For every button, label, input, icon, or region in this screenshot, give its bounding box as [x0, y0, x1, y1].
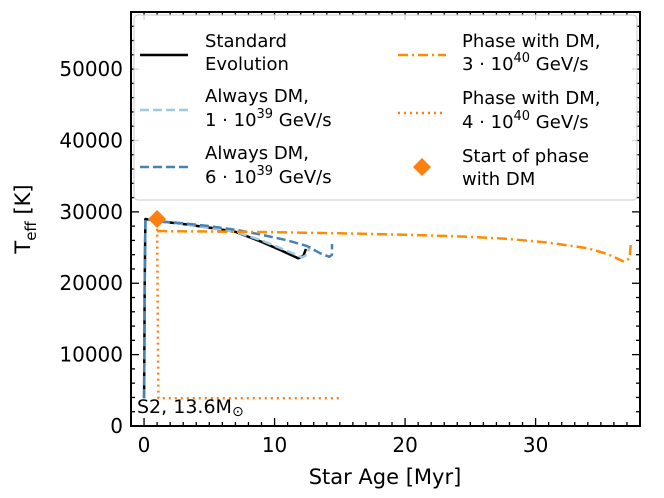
y-tick-label: 0	[110, 414, 123, 438]
legend-swatch-start-marker	[413, 158, 431, 176]
y-axis-title: Teff [K]	[11, 184, 40, 254]
y-tick-label: 40000	[59, 128, 123, 152]
legend-label-standard-1: Standard	[205, 31, 287, 52]
legend-label-phase-dm-3e40-1: Phase with DM,	[462, 31, 601, 52]
tick-labels: 0 10 20 30 0 10000 20000 30000 40000 50000	[59, 57, 548, 457]
legend-label-phase-dm-4e40-1: Phase with DM,	[462, 88, 601, 109]
legend-label-phase-dm-3e40-2: 3 · 1040 GeV/s	[462, 51, 589, 75]
y-tick-label: 50000	[59, 57, 123, 81]
legend-label-start-phase-1: Start of phase	[462, 146, 589, 167]
series-line-4	[155, 222, 340, 400]
y-tick-label: 10000	[59, 343, 123, 367]
y-tick-label: 30000	[59, 200, 123, 224]
legend-label-standard-2: Evolution	[205, 54, 289, 75]
start-phase-marker	[148, 210, 167, 228]
markers	[148, 210, 167, 228]
series-line-1	[142, 217, 311, 399]
x-tick-label: 10	[262, 433, 287, 457]
legend-label-phase-dm-4e40-2: 4 · 1040 GeV/s	[462, 109, 589, 133]
plot-frame	[130, 11, 641, 427]
legend: Standard Evolution Always DM, 1 · 1039 G…	[133, 14, 638, 201]
x-tick-label: 30	[523, 433, 548, 457]
legend-label-start-phase-2: with DM	[462, 169, 535, 190]
legend-label-always-dm-1e39-1: Always DM,	[205, 86, 309, 107]
star-annotation: S2, 13.6M⊙	[137, 396, 244, 420]
legend-box	[133, 14, 638, 201]
series-line-0	[142, 217, 308, 399]
y-tick-label: 20000	[59, 271, 123, 295]
legend-label-always-dm-6e39-2: 6 · 1039 GeV/s	[205, 164, 332, 188]
legend-label-always-dm-1e39-2: 1 · 1039 GeV/s	[205, 107, 332, 131]
series-lines	[142, 217, 633, 400]
x-tick-label: 20	[392, 433, 417, 457]
series-line-2	[142, 217, 334, 399]
legend-label-always-dm-6e39-1: Always DM,	[205, 143, 309, 164]
x-axis-title: Star Age [Myr]	[309, 465, 462, 489]
x-tick-label: 0	[138, 433, 151, 457]
